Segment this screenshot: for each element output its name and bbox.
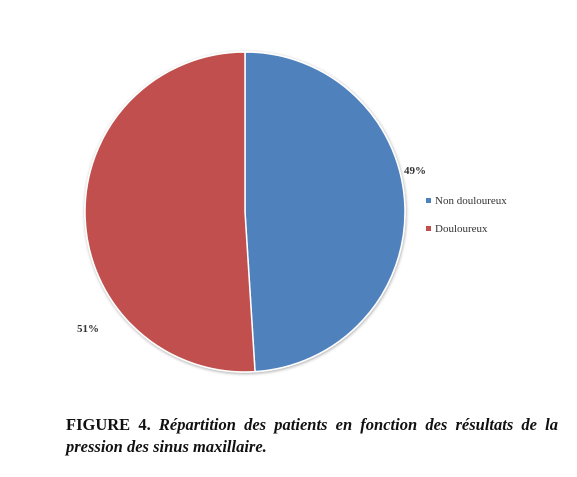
legend: Non douloureux Douloureux xyxy=(426,195,507,235)
legend-label-douloureux: Douloureux xyxy=(435,223,488,235)
legend-swatch-douloureux xyxy=(426,226,431,231)
legend-label-non-douloureux: Non douloureux xyxy=(435,195,507,207)
pie-slices xyxy=(84,51,406,373)
caption-label: FIGURE 4. xyxy=(66,415,151,434)
data-label-non-douloureux: 49% xyxy=(404,165,426,177)
caption-text: Répartition des patients en fonction des… xyxy=(66,415,559,456)
pie-chart: 49% 51% Non douloureux Douloureux xyxy=(77,51,507,373)
pie-data-labels: 49% 51% xyxy=(77,165,426,335)
pie-slice-non-douloureux xyxy=(244,51,406,373)
data-label-douloureux: 51% xyxy=(77,323,99,335)
pie-slice-douloureux xyxy=(84,51,256,373)
figure-caption: FIGURE 4. Répartition des patients en fo… xyxy=(66,414,558,458)
legend-swatch-non-douloureux xyxy=(426,198,431,203)
